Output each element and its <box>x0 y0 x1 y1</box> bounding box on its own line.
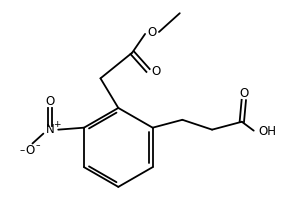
Text: –: – <box>20 145 25 155</box>
Text: –: – <box>35 141 40 150</box>
Text: O: O <box>147 26 157 40</box>
Text: O: O <box>46 95 55 108</box>
Text: +: + <box>54 120 61 129</box>
Text: N: N <box>46 123 55 136</box>
Text: O: O <box>151 65 161 78</box>
Text: O: O <box>239 87 248 100</box>
Text: OH: OH <box>259 125 277 138</box>
Text: O: O <box>26 144 35 157</box>
